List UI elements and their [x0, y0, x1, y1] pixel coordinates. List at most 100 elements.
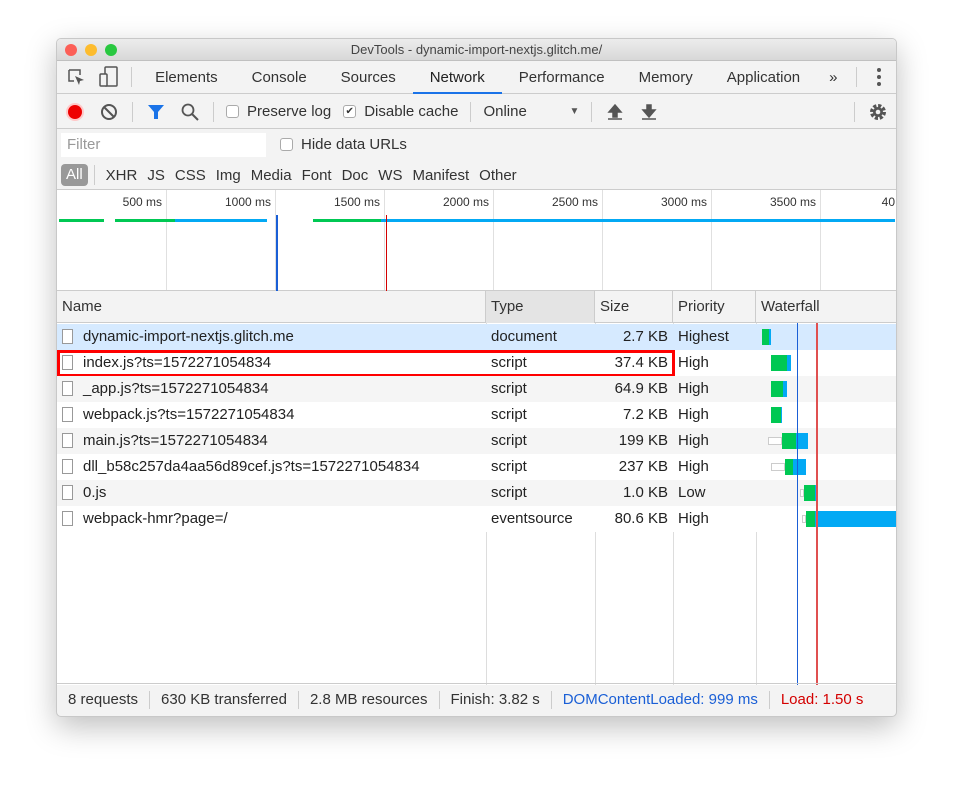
search-icon[interactable] [178, 100, 202, 124]
filter-input[interactable]: Filter [61, 132, 266, 157]
request-name-cell[interactable]: webpack.js?ts=1572271054834 [57, 402, 486, 428]
request-type: script [491, 458, 527, 475]
waterfall-download-bar [769, 329, 771, 345]
waterfall-waiting-bar [771, 407, 781, 423]
overview-tick-label: 40 [881, 195, 895, 209]
more-options-icon[interactable] [867, 65, 890, 89]
table-row[interactable]: webpack.js?ts=1572271054834 script 7.2 KB H… [57, 402, 896, 428]
type-filter-css[interactable]: CSS [174, 166, 206, 184]
device-toolbar-icon[interactable] [98, 65, 121, 89]
request-type: document [491, 328, 557, 345]
disable-cache-label: Disable cache [364, 103, 459, 120]
overview-gridline [166, 190, 167, 290]
table-row[interactable]: index.js?ts=1572271054834 script 37.4 KB Hi… [57, 350, 896, 376]
import-har-icon[interactable] [603, 100, 627, 124]
waterfall-download-bar [796, 433, 808, 449]
column-header-type[interactable]: Type [486, 291, 595, 323]
type-filter-xhr[interactable]: XHR [105, 166, 138, 184]
request-name-cell[interactable]: dynamic-import-nextjs.glitch.me [57, 324, 486, 350]
tab-elements[interactable]: Elements [155, 68, 218, 86]
waterfall-download-bar [793, 459, 806, 475]
type-filter-doc[interactable]: Doc [341, 166, 369, 184]
request-priority: Low [678, 484, 706, 501]
overview-tick-label: 500 ms [122, 195, 162, 209]
throttling-select[interactable]: Online ▼ [483, 103, 579, 120]
checkbox-checked[interactable]: ✔ [343, 105, 357, 118]
tab-performance[interactable]: Performance [518, 68, 605, 86]
type-filter-media[interactable]: Media [250, 166, 292, 184]
table-row[interactable]: dynamic-import-nextjs.glitch.me document 2… [57, 324, 896, 350]
tab-memory[interactable]: Memory [638, 68, 693, 86]
clear-icon[interactable] [97, 100, 121, 124]
request-name-cell[interactable]: dll_b58c257da4aa56d89cef.js?ts=157227105… [57, 454, 486, 480]
more-tabs-button[interactable]: » [829, 68, 838, 86]
hide-data-urls-checkbox[interactable]: Hide data URLs [280, 136, 407, 153]
divider [132, 101, 133, 122]
tab-sources[interactable]: Sources [340, 68, 396, 86]
type-filter-img[interactable]: Img [215, 166, 241, 184]
settings-gear-icon[interactable] [866, 100, 890, 124]
waterfall-waiting-bar [785, 459, 793, 475]
tab-network[interactable]: Network [412, 61, 502, 94]
tab-application[interactable]: Application [726, 68, 801, 86]
export-har-icon[interactable] [637, 100, 661, 124]
request-priority: High [678, 354, 709, 371]
minimize-button[interactable] [85, 44, 97, 56]
table-row[interactable]: main.js?ts=1572271054834 script 199 KB High [57, 428, 896, 454]
type-filter-manifest[interactable]: Manifest [412, 166, 470, 184]
checkbox[interactable] [280, 138, 293, 151]
disable-cache-checkbox[interactable]: ✔ Disable cache [343, 103, 458, 120]
request-name-cell[interactable]: _app.js?ts=1572271054834 [57, 376, 486, 402]
transferred-size: 630 KB transferred [150, 691, 299, 709]
filter-bar: Filter Hide data URLs [57, 129, 896, 160]
overview-tick-label: 1000 ms [224, 195, 271, 209]
network-toolbar: Preserve log ✔ Disable cache Online ▼ [57, 95, 896, 129]
type-filter-ws[interactable]: WS [378, 166, 403, 184]
request-name-cell[interactable]: index.js?ts=1572271054834 [57, 350, 486, 376]
overview-gridline [602, 190, 603, 290]
overview-tick-label: 3000 ms [660, 195, 707, 209]
request-priority: Highest [678, 328, 729, 345]
record-icon[interactable] [63, 100, 87, 124]
column-header-priority[interactable]: Priority [673, 291, 756, 323]
request-type: script [491, 484, 527, 501]
request-priority: High [678, 406, 709, 423]
overview-tick-label: 2500 ms [551, 195, 598, 209]
title-bar: DevTools - dynamic-import-nextjs.glitch.… [57, 39, 896, 61]
requests-table: Name Type Size Priority Waterfall dynamic-im… [57, 291, 896, 685]
overview-request-bar [115, 219, 175, 222]
close-button[interactable] [65, 44, 77, 56]
request-size: 199 KB [618, 432, 668, 449]
overview-request-bar [381, 219, 895, 222]
preserve-log-checkbox[interactable]: Preserve log [226, 103, 331, 120]
request-priority: High [678, 380, 709, 397]
column-header-waterfall[interactable]: Waterfall [761, 298, 820, 315]
request-type: script [491, 432, 527, 449]
file-icon [62, 433, 73, 448]
column-header-name[interactable]: Name [57, 291, 486, 323]
overview-request-bar [175, 219, 267, 222]
table-row[interactable]: webpack-hmr?page=/ eventsource 80.6 KB High [57, 506, 896, 532]
file-icon [62, 381, 73, 396]
table-row[interactable]: _app.js?ts=1572271054834 script 64.9 KB Hig… [57, 376, 896, 402]
column-header-size[interactable]: Size [595, 291, 673, 323]
filter-icon[interactable] [144, 100, 168, 124]
table-row[interactable]: 0.js script 1.0 KB Low [57, 480, 896, 506]
type-filter-all[interactable]: All [61, 164, 88, 186]
waterfall-queued-bar [768, 437, 782, 445]
maximize-button[interactable] [105, 44, 117, 56]
tab-console[interactable]: Console [251, 68, 307, 86]
type-filter-font[interactable]: Font [301, 166, 332, 184]
finish-time: Finish: 3.82 s [440, 691, 552, 709]
type-filter-js[interactable]: JS [147, 166, 165, 184]
checkbox[interactable] [226, 105, 239, 118]
request-name-cell[interactable]: main.js?ts=1572271054834 [57, 428, 486, 454]
table-row[interactable]: dll_b58c257da4aa56d89cef.js?ts=157227105… [57, 454, 896, 480]
request-name-cell[interactable]: webpack-hmr?page=/ [57, 506, 486, 532]
type-filter-other[interactable]: Other [479, 166, 517, 184]
inspect-element-icon[interactable] [65, 65, 88, 89]
file-icon [62, 355, 73, 370]
request-name-cell[interactable]: 0.js [57, 480, 486, 506]
request-size: 2.7 KB [622, 328, 668, 345]
waterfall-waiting-bar [762, 329, 769, 345]
